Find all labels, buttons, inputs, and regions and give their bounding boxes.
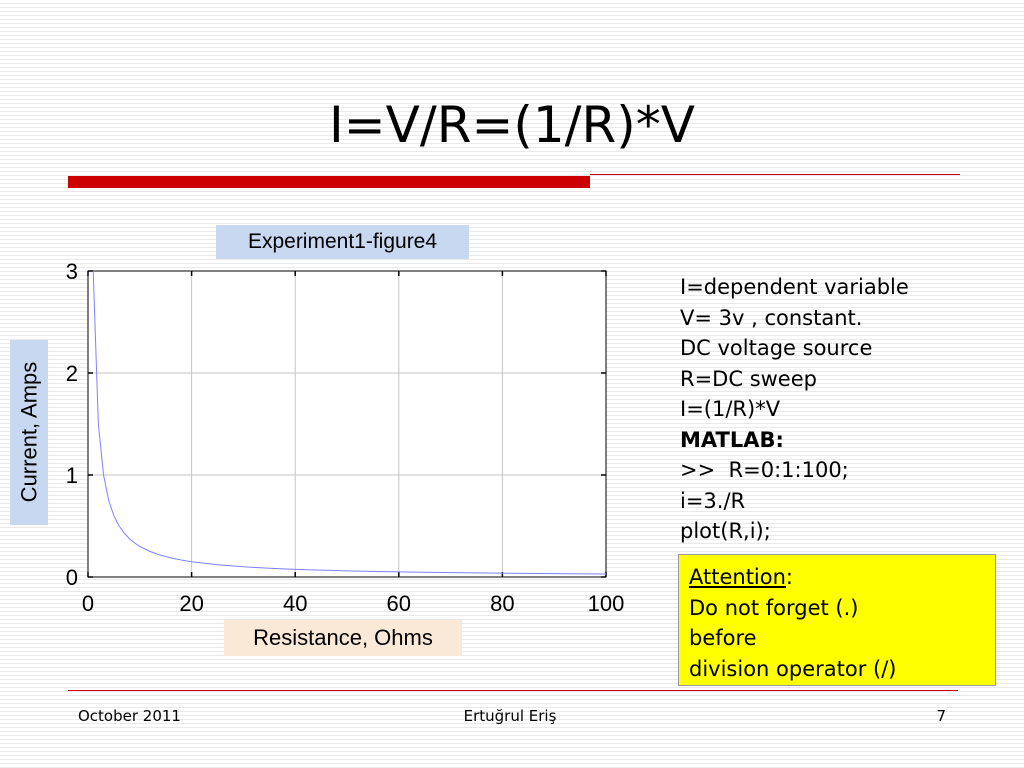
attention-word: Attention [689,565,786,589]
y-axis-label: Current, Amps [16,361,41,503]
x-tick-label: 0 [82,591,94,616]
attention-line: Do not forget (.) [689,595,859,620]
series-line [92,270,607,575]
chart-title: Experiment1-figure4 [247,230,438,253]
attention-line: division operator (/) [689,656,897,681]
title-accent-bar [68,176,590,188]
title-rule [590,174,960,175]
note-line: plot(R,i); [680,519,771,543]
x-tick-label: 60 [387,591,411,616]
slide-title: I=V/R=(1/R)*V [329,96,695,154]
attention-colon: : [785,565,793,589]
note-line: DC voltage source [680,336,873,360]
footer-date: October 2011 [78,707,181,725]
attention-box: Attention: Do not forget (.) before divi… [678,554,996,686]
note-line: i=3./R [680,488,746,513]
plot-area [87,270,607,578]
note-line-matlab: MATLAB: [680,427,784,452]
y-tick-label: 3 [66,259,78,284]
x-tick-label: 80 [490,591,514,616]
y-tick-label: 1 [66,463,78,488]
grid [88,271,606,577]
tick-labels: 0 20 40 60 80 100 0 1 2 3 [66,259,625,616]
footer-author: Ertuğrul Eriş [463,707,557,725]
attention-line: before [689,626,757,650]
note-line: V= 3v , constant. [680,305,863,330]
notes-text: I=dependent variable V= 3v , constant. D… [680,272,1010,547]
x-tick-label: 100 [588,591,625,616]
footer-page-number: 7 [936,707,946,725]
y-tick-label: 2 [66,361,78,386]
xlabel-background [224,620,462,656]
ylabel-background [10,340,48,525]
x-tick-label: 40 [283,591,307,616]
chart-title-background [216,225,469,259]
y-tick-label: 0 [66,565,78,590]
x-tick-label: 20 [179,591,203,616]
note-line: R=DC sweep [680,366,817,391]
note-line: >> R=0:1:100; [680,458,849,482]
note-line: I=(1/R)*V [680,397,781,421]
attention-heading: Attention: [689,562,985,593]
x-axis-label: Resistance, Ohms [253,625,433,650]
footer-rule [68,690,958,691]
note-line: I=dependent variable [680,275,909,299]
